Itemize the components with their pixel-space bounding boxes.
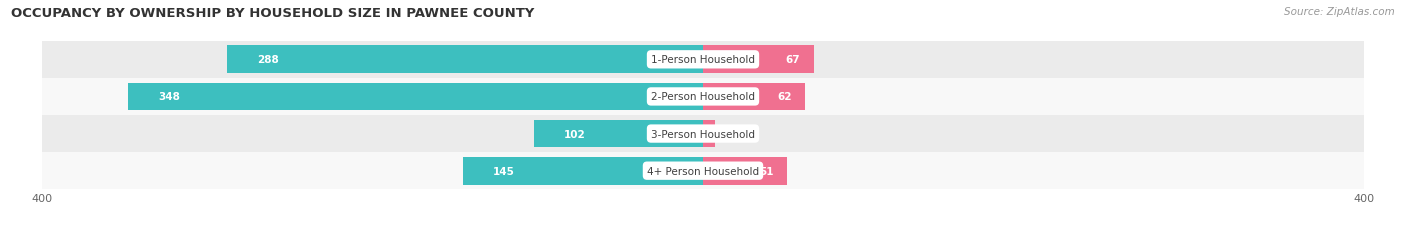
Text: 3-Person Household: 3-Person Household [651,129,755,139]
Text: OCCUPANCY BY OWNERSHIP BY HOUSEHOLD SIZE IN PAWNEE COUNTY: OCCUPANCY BY OWNERSHIP BY HOUSEHOLD SIZE… [11,7,534,20]
Text: 2-Person Household: 2-Person Household [651,92,755,102]
Text: 62: 62 [778,92,792,102]
Text: 67: 67 [786,55,800,65]
Bar [42,42,1364,79]
Bar [464,157,703,185]
Text: 7: 7 [724,129,733,139]
Text: Source: ZipAtlas.com: Source: ZipAtlas.com [1284,7,1395,17]
Text: 51: 51 [759,166,775,176]
Bar [42,152,1364,189]
Text: 4+ Person Household: 4+ Person Household [647,166,759,176]
Text: 102: 102 [564,129,586,139]
Text: 288: 288 [257,55,278,65]
Text: 145: 145 [494,166,515,176]
Bar [703,83,806,111]
Bar [703,46,814,74]
Text: 348: 348 [157,92,180,102]
Bar [703,157,787,185]
Bar [42,79,1364,116]
Bar [42,116,1364,152]
Text: 1-Person Household: 1-Person Household [651,55,755,65]
Bar [128,83,703,111]
Bar [228,46,703,74]
Bar [534,120,703,148]
Bar [703,120,714,148]
